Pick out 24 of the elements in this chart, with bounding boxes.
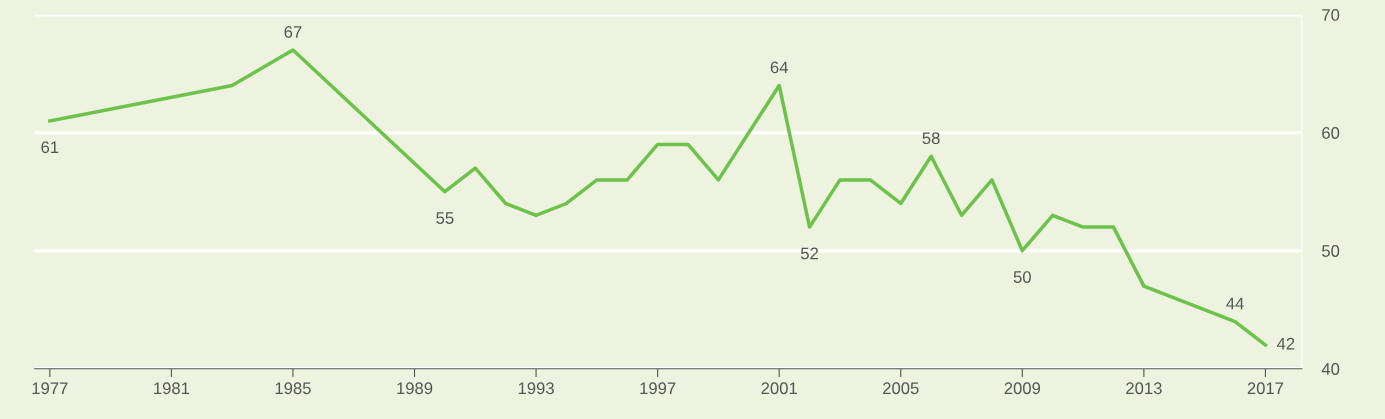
data-label: 52 [800, 247, 819, 260]
x-tick-label: 1981 [154, 382, 190, 395]
x-tick-label: 2013 [1126, 382, 1162, 395]
x-tick-label: 1977 [32, 382, 68, 395]
x-tick-label: 2017 [1247, 382, 1284, 395]
y-tick-label: 40 [1321, 363, 1340, 375]
x-tick-label: 1985 [275, 382, 311, 395]
data-label: 67 [284, 26, 302, 38]
data-label: 58 [922, 132, 940, 145]
data-label: 55 [436, 212, 454, 224]
x-tick-label: 1997 [640, 382, 676, 395]
data-label: 42 [1276, 337, 1295, 350]
x-tick-label: 1993 [518, 382, 554, 395]
data-label: 50 [1013, 271, 1031, 283]
y-tick-label: 60 [1322, 127, 1340, 139]
data-label: 44 [1226, 297, 1244, 310]
x-tick-label: 2009 [1004, 382, 1041, 395]
data-label: 61 [41, 141, 59, 154]
y-tick-label: 70 [1322, 9, 1340, 21]
x-tick-label: 2001 [761, 382, 797, 395]
x-tick-label: 1989 [397, 382, 433, 395]
data-label: 64 [770, 61, 788, 74]
y-tick-label: 50 [1322, 245, 1340, 257]
x-tick-label: 2005 [883, 382, 919, 395]
